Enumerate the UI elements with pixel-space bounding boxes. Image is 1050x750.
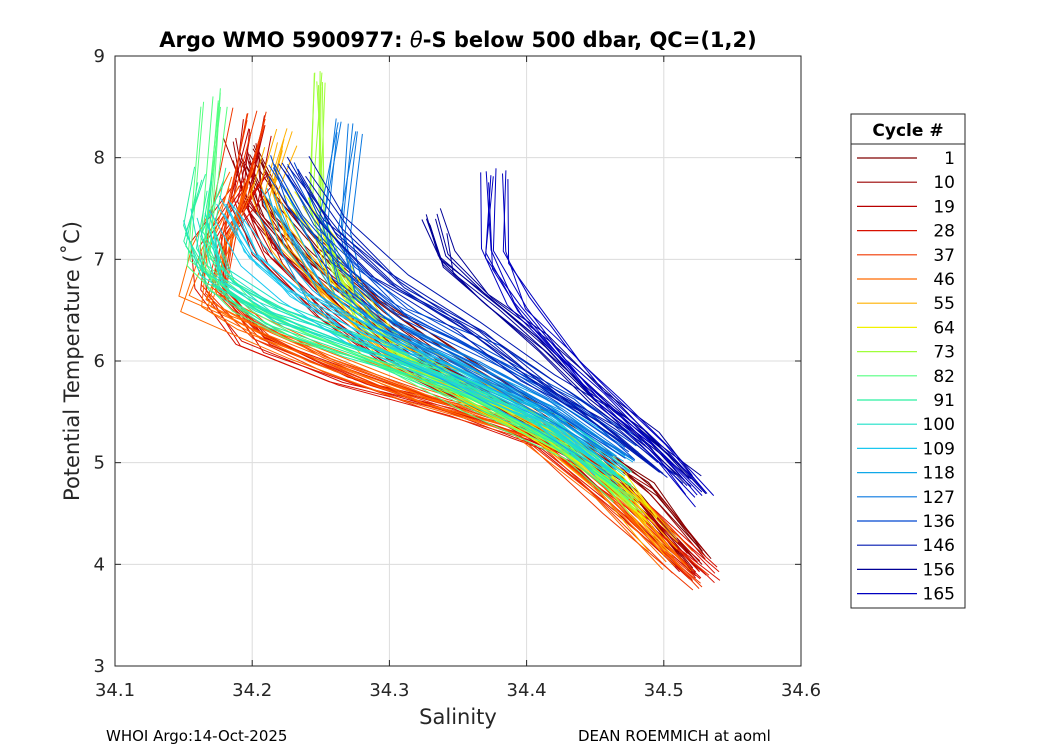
y-axis-label: Potential Temperature (˚C)	[60, 221, 84, 501]
profile-line-cycle-100	[213, 227, 620, 479]
x-tick-label: 34.6	[781, 680, 821, 701]
y-tick-label: 8	[94, 148, 105, 169]
legend-label-64: 64	[933, 318, 955, 338]
profile-line-cycle-82	[186, 106, 614, 503]
profile-line-cycle-118	[255, 211, 613, 477]
profile-line-cycle-146	[297, 168, 664, 474]
y-tick-label: 4	[94, 554, 105, 575]
profile-line-cycle-118	[273, 205, 631, 473]
legend-label-10: 10	[933, 173, 955, 193]
profile-line-cycle-118	[274, 207, 631, 474]
profile-line-cycle-136	[268, 176, 626, 459]
profile-line-cycle-127	[337, 131, 632, 458]
x-tick-label: 34.3	[369, 680, 409, 701]
profile-line-cycle-100	[190, 208, 597, 463]
profile-line-cycle-165	[480, 172, 687, 495]
legend-label-100: 100	[923, 415, 955, 435]
x-tick-label: 34.2	[232, 680, 272, 701]
profile-line-cycle-165	[488, 182, 696, 508]
chart-title-prefix: Argo WMO 5900977:	[159, 28, 410, 52]
profile-line-cycle-118	[282, 203, 634, 463]
legend-label-73: 73	[933, 343, 955, 363]
legend-label-19: 19	[933, 197, 955, 217]
legend-label-146: 146	[923, 536, 955, 556]
y-tick-label: 6	[94, 351, 105, 372]
footer-right: DEAN ROEMMICH at aoml	[578, 727, 771, 745]
profile-line-cycle-109	[223, 213, 610, 471]
y-tick-label: 5	[94, 453, 105, 474]
profile-line-cycle-146	[281, 162, 655, 468]
profile-line-cycle-156	[421, 219, 688, 487]
profile-line-cycle-136	[268, 164, 630, 453]
profile-line-cycle-91	[205, 181, 632, 486]
profile-line-cycle-165	[485, 171, 703, 496]
profile-line-cycle-165	[502, 173, 706, 493]
profile-line-cycle-91	[195, 190, 619, 490]
legend-label-1: 1	[944, 149, 955, 169]
y-tick-label: 7	[94, 249, 105, 270]
y-tick-label: 3	[94, 656, 105, 677]
x-tick-label: 34.4	[507, 680, 547, 701]
profile-line-cycle-146	[308, 171, 684, 484]
footer-left: WHOI Argo:14-Oct-2025	[106, 727, 287, 745]
profile-line-cycle-146	[287, 165, 661, 473]
profiles	[178, 71, 721, 591]
legend-label-55: 55	[933, 294, 955, 314]
profile-line-cycle-146	[305, 175, 676, 476]
x-tick-label: 34.5	[644, 680, 684, 701]
legend-label-28: 28	[933, 222, 955, 242]
chart-title: Argo WMO 5900977: θ-S below 500 dbar, QC…	[159, 28, 756, 52]
profile-line-cycle-118	[262, 200, 617, 471]
profile-line-cycle-136	[283, 170, 639, 455]
legend-label-37: 37	[933, 246, 955, 266]
legend-box	[850, 113, 966, 609]
legend-label-165: 165	[923, 585, 955, 605]
x-axis-label: Salinity	[419, 705, 497, 729]
profile-line-cycle-127	[341, 123, 633, 460]
profile-line-cycle-127	[326, 132, 612, 457]
x-tick-label: 34.1	[95, 680, 135, 701]
legend-label-156: 156	[923, 560, 955, 580]
legend-label-91: 91	[933, 391, 955, 411]
legend-label-118: 118	[923, 464, 955, 484]
chart-title-suffix: -S below 500 dbar, QC=(1,2)	[423, 28, 757, 52]
chart-title-theta: θ	[410, 28, 423, 52]
y-tick-label: 9	[94, 46, 105, 67]
profile-line-cycle-146	[286, 156, 659, 463]
axis-ticks: 34.1 34.2 34.3 34.4 34.5 34.6 3 4 5 6 7 8 9	[94, 46, 821, 701]
legend-title: Cycle #	[872, 121, 943, 141]
profile-line-cycle-109	[226, 203, 603, 461]
profile-line-cycle-109	[238, 213, 624, 473]
legend-label-82: 82	[933, 367, 955, 387]
profile-line-cycle-156	[436, 213, 702, 477]
profile-line-cycle-136	[270, 155, 627, 445]
profile-line-cycle-156	[435, 218, 695, 479]
legend-label-127: 127	[923, 488, 955, 508]
profile-line-cycle-109	[208, 209, 596, 476]
legend-label-109: 109	[923, 439, 955, 459]
legend-label-46: 46	[933, 270, 955, 290]
legend-label-136: 136	[923, 512, 955, 532]
legend: Cycle # 1 10 19 28 37 46 55 64 73 82 91 100 109 118 12…	[850, 113, 966, 609]
